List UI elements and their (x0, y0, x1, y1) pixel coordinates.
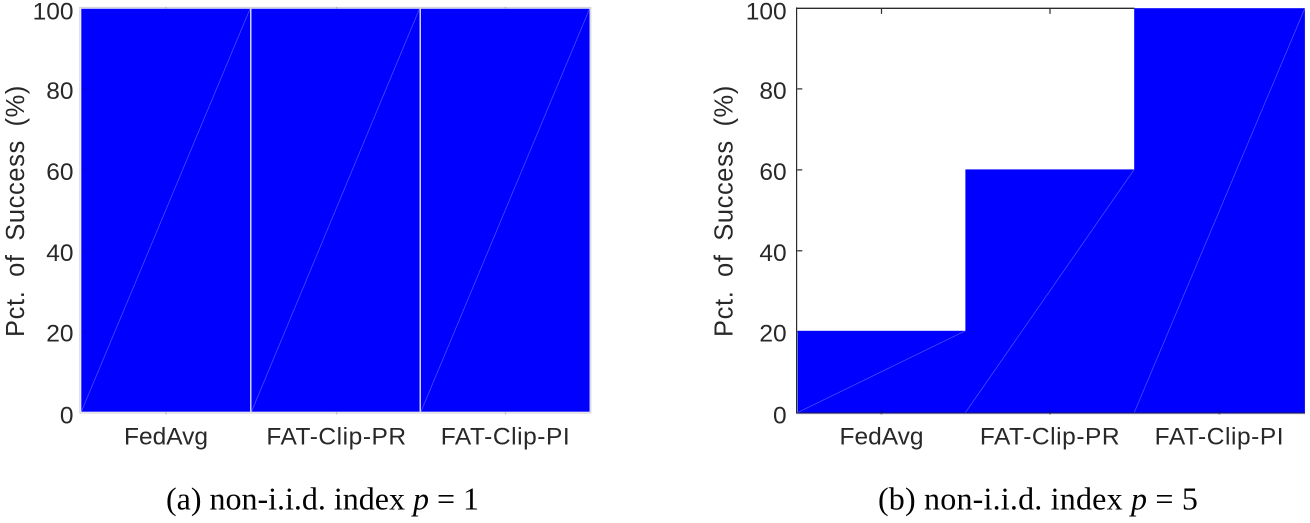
svg-text:FAT-Clip-PI: FAT-Clip-PI (1155, 424, 1284, 451)
svg-text:40: 40 (759, 240, 786, 267)
svg-text:Pct. of Success (%): Pct. of Success (%) (711, 85, 739, 337)
svg-text:Pct. of Success (%): Pct. of Success (%) (2, 85, 30, 337)
svg-text:0: 0 (60, 402, 74, 429)
svg-text:FAT-Clip-PR: FAT-Clip-PR (266, 424, 406, 451)
svg-text:FAT-Clip-PI: FAT-Clip-PI (441, 424, 570, 451)
svg-text:20: 20 (759, 321, 786, 348)
svg-text:40: 40 (46, 240, 73, 267)
svg-text:(a) non-i.i.d. index p = 1: (a) non-i.i.d. index p = 1 (166, 481, 479, 517)
svg-text:FedAvg: FedAvg (840, 424, 924, 451)
svg-text:20: 20 (46, 321, 73, 348)
svg-text:80: 80 (759, 78, 786, 105)
svg-text:100: 100 (746, 0, 787, 26)
svg-text:0: 0 (773, 402, 787, 429)
svg-text:FAT-Clip-PR: FAT-Clip-PR (980, 424, 1120, 451)
svg-text:FedAvg: FedAvg (124, 424, 208, 451)
svg-text:100: 100 (33, 0, 74, 26)
svg-text:(b) non-i.i.d. index p = 5: (b) non-i.i.d. index p = 5 (878, 481, 1198, 517)
svg-text:60: 60 (46, 159, 73, 186)
svg-text:60: 60 (759, 159, 786, 186)
svg-text:80: 80 (46, 78, 73, 105)
